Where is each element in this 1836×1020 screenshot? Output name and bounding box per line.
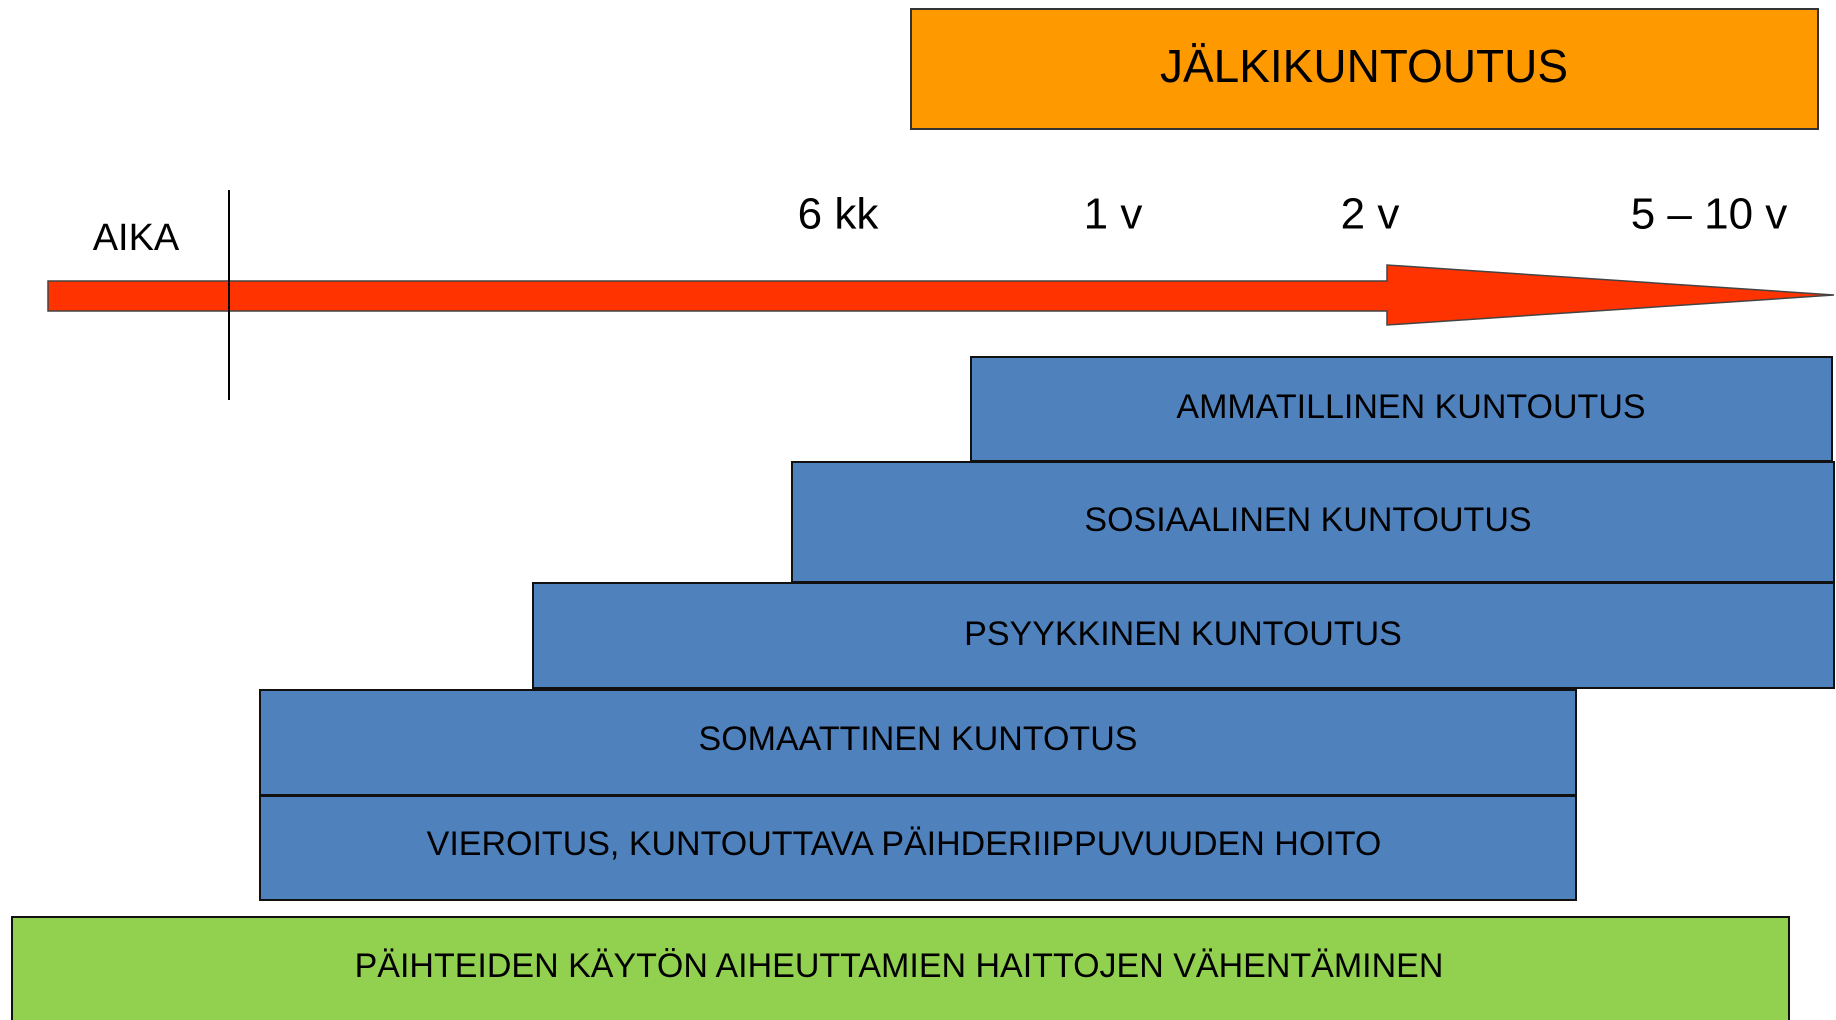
stage-label: PSYYKKINEN KUNTOUTUS xyxy=(964,615,1402,653)
stage-label: SOMAATTINEN KUNTOTUS xyxy=(699,720,1138,758)
time-arrow xyxy=(48,265,1834,325)
aftercare-label: JÄLKIKUNTOUTUS xyxy=(1160,40,1568,92)
diagram: JÄLKIKUNTOUTUS AIKA 6 kk 1 v 2 v 5 – 10 … xyxy=(0,0,1836,1020)
stage-label: AMMATILLINEN KUNTOUTUS xyxy=(1176,388,1645,426)
time-mark: 1 v xyxy=(1084,190,1143,239)
stage-label: VIEROITUS, KUNTOUTTAVA PÄIHDERIIPPUVUUDE… xyxy=(427,825,1382,863)
foundation-label: PÄIHTEIDEN KÄYTÖN AIHEUTTAMIEN HAITTOJEN… xyxy=(355,947,1444,985)
time-mark: 2 v xyxy=(1341,190,1400,239)
time-mark: 6 kk xyxy=(798,190,880,239)
stage-label: SOSIAALINEN KUNTOUTUS xyxy=(1084,501,1531,539)
time-mark: 5 – 10 v xyxy=(1631,190,1788,239)
timeline-label: AIKA xyxy=(93,217,180,259)
